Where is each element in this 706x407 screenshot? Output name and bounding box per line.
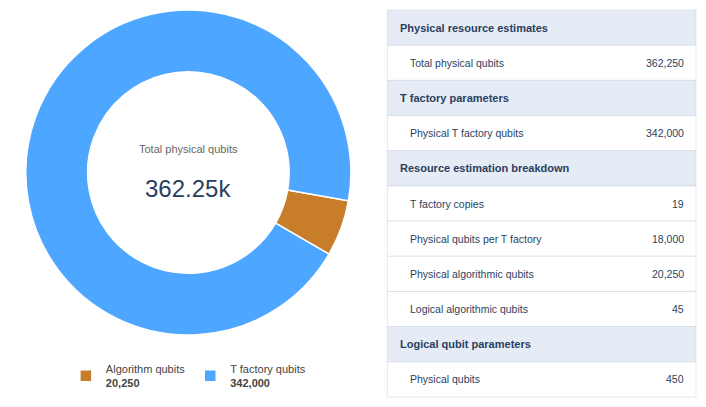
svg-text:Total physical qubits: Total physical qubits bbox=[139, 143, 238, 155]
svg-text:T factory copies: T factory copies bbox=[410, 198, 484, 210]
svg-text:Resource estimation breakdown: Resource estimation breakdown bbox=[400, 162, 570, 174]
svg-text:Total physical qubits: Total physical qubits bbox=[410, 57, 504, 69]
svg-text:342,000: 342,000 bbox=[646, 127, 684, 139]
svg-text:20,250: 20,250 bbox=[652, 268, 684, 280]
svg-text:Logical algorithmic qubits: Logical algorithmic qubits bbox=[410, 303, 528, 315]
svg-text:T factory qubits342,000: T factory qubits342,000 bbox=[230, 363, 305, 389]
svg-text:18,000: 18,000 bbox=[652, 233, 684, 245]
svg-text:Physical T factory qubits: Physical T factory qubits bbox=[410, 127, 523, 139]
svg-text:19: 19 bbox=[672, 198, 684, 210]
svg-text:362,250: 362,250 bbox=[646, 57, 684, 69]
svg-text:Physical qubits per T factory: Physical qubits per T factory bbox=[410, 233, 542, 245]
svg-text:450: 450 bbox=[666, 373, 684, 385]
svg-text:Physical qubits: Physical qubits bbox=[410, 373, 480, 385]
svg-text:Algorithm qubits20,250: Algorithm qubits20,250 bbox=[106, 363, 185, 389]
svg-text:Logical qubit parameters: Logical qubit parameters bbox=[400, 338, 531, 350]
svg-text:45: 45 bbox=[672, 303, 684, 315]
svg-text:362.25k: 362.25k bbox=[145, 175, 231, 202]
svg-text:T factory parameters: T factory parameters bbox=[400, 92, 509, 104]
svg-text:Physical algorithmic qubits: Physical algorithmic qubits bbox=[410, 268, 534, 280]
svg-text:Physical resource estimates: Physical resource estimates bbox=[400, 22, 548, 34]
